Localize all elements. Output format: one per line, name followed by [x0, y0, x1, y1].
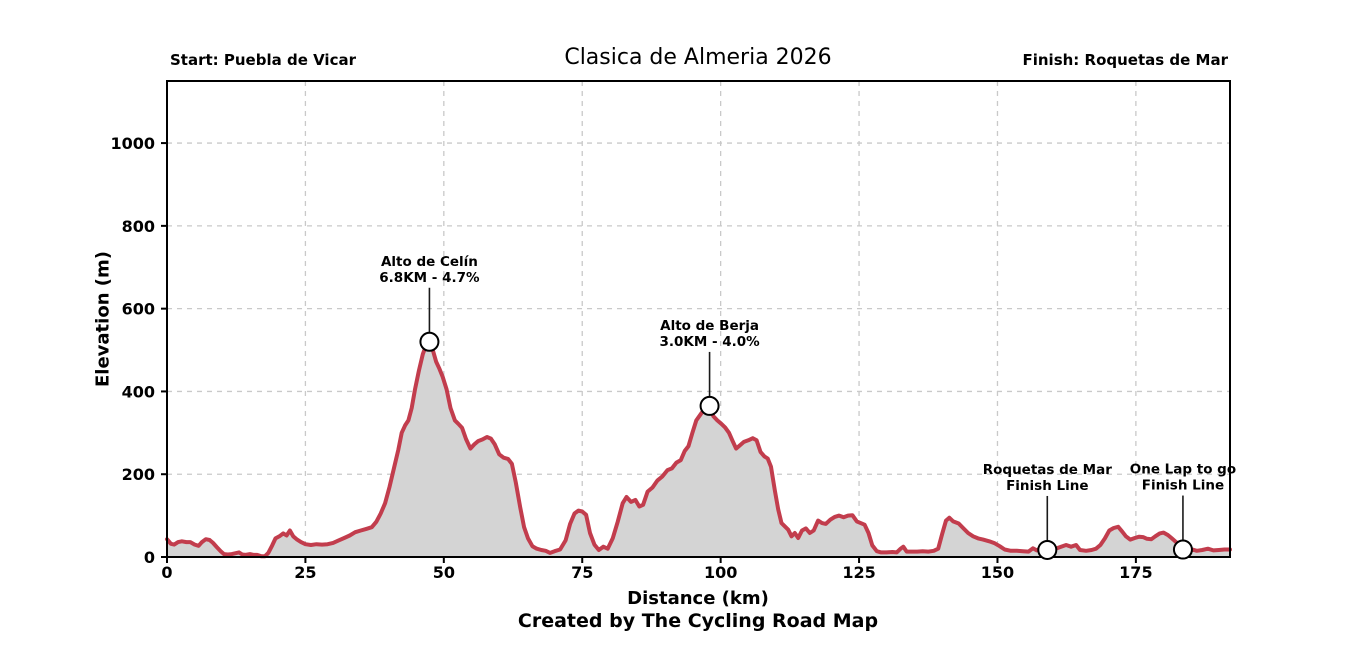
start-label: Start: Puebla de Vicar	[170, 51, 356, 69]
marker-detail: 3.0KM - 4.0%	[659, 334, 760, 350]
marker-name: Alto de Celín	[381, 254, 478, 270]
elevation-area	[167, 341, 1230, 557]
y-tick-label: 800	[122, 217, 155, 236]
y-tick-label: 0	[144, 548, 155, 567]
marker-detail: 6.8KM - 4.7%	[379, 270, 480, 286]
x-tick-label: 25	[294, 563, 316, 582]
plot-box	[166, 80, 1231, 558]
x-tick-label: 0	[161, 563, 172, 582]
y-axis-label: Elevation (m)	[92, 251, 114, 387]
marker-circle	[699, 395, 720, 416]
x-tick-label: 150	[981, 563, 1014, 582]
y-tick-label: 400	[122, 382, 155, 401]
footer-credit: Created by The Cycling Road Map	[517, 610, 879, 632]
marker-name: One Lap to go	[1130, 462, 1236, 478]
y-tick-label: 600	[122, 300, 155, 319]
finish-label: Finish: Roquetas de Mar	[1022, 51, 1228, 69]
y-tick-label: 200	[122, 465, 155, 484]
x-tick-label: 175	[1119, 563, 1152, 582]
x-tick-label: 75	[571, 563, 593, 582]
y-tick-label: 1000	[110, 134, 155, 153]
marker-circle	[1037, 539, 1058, 560]
x-tick-label: 125	[842, 563, 875, 582]
marker-name: Alto de Berja	[660, 318, 759, 334]
chart-title: Clasica de Almeria 2026	[564, 45, 832, 70]
marker-circle	[1172, 539, 1193, 560]
x-tick-label: 50	[433, 563, 455, 582]
marker-detail: Finish Line	[1006, 478, 1088, 494]
x-tick-label: 100	[704, 563, 737, 582]
marker-name: Roquetas de Mar	[983, 462, 1112, 478]
marker-circle	[419, 331, 440, 352]
x-axis-label: Distance (km)	[627, 588, 769, 609]
marker-detail: Finish Line	[1142, 478, 1224, 494]
